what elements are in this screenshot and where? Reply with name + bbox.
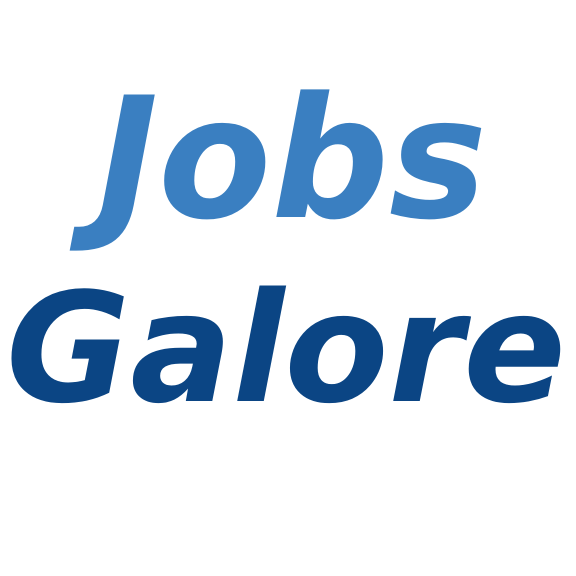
- logo-word-galore: Galore: [6, 260, 566, 437]
- logo-word-jobs: Jobs: [70, 61, 487, 257]
